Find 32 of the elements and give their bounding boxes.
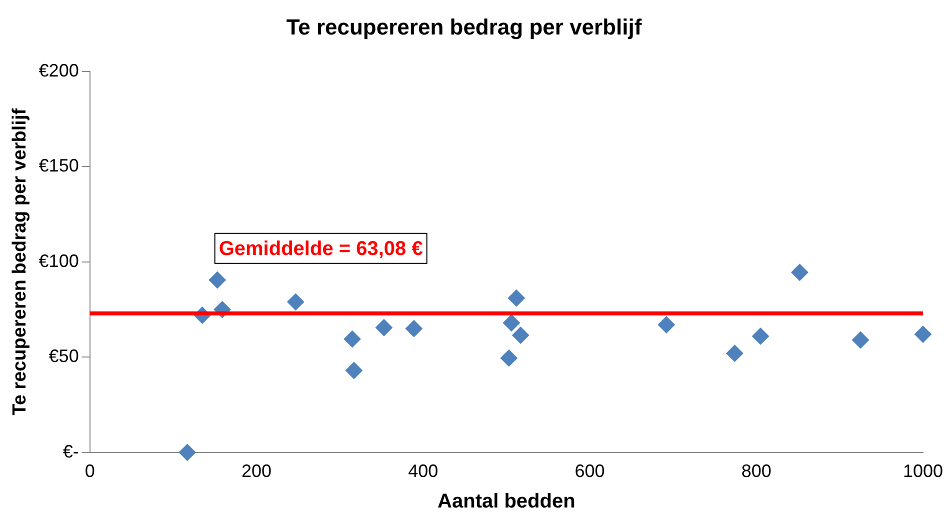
point [375,319,392,336]
x-axis-title: Aantal bedden [438,490,576,513]
y-axis-title: Te recupereren bedrag per verblijf [10,108,31,416]
point [502,314,520,332]
point [344,330,361,348]
point [208,272,226,288]
point [658,316,675,334]
point [852,332,870,349]
y-tick-label: €200 [38,60,79,80]
point [726,344,744,362]
point [287,293,304,310]
point [345,362,362,379]
point [508,290,525,307]
x-tick-label: 800 [741,461,772,482]
y-tick-label: €150 [38,156,79,176]
point [512,326,530,344]
y-tick-label: €50 [48,346,79,366]
chart-title: Te recupereren bedrag per verblijf [286,14,642,40]
x-tick-label: 600 [574,461,605,482]
x-tick-label: 400 [408,461,438,482]
point [791,264,808,281]
y-tick-label: €- [62,441,79,462]
point [178,444,196,461]
x-tick-label: 1000 [902,461,944,482]
x-tick-label: 200 [241,461,272,482]
annotation: Gemiddelde = 63,08 € [218,238,423,260]
x-tick-label: 0 [84,461,95,482]
y-tick-label: €100 [38,250,79,271]
point [752,328,770,345]
point [405,320,422,338]
point [914,326,932,343]
point [500,350,518,367]
